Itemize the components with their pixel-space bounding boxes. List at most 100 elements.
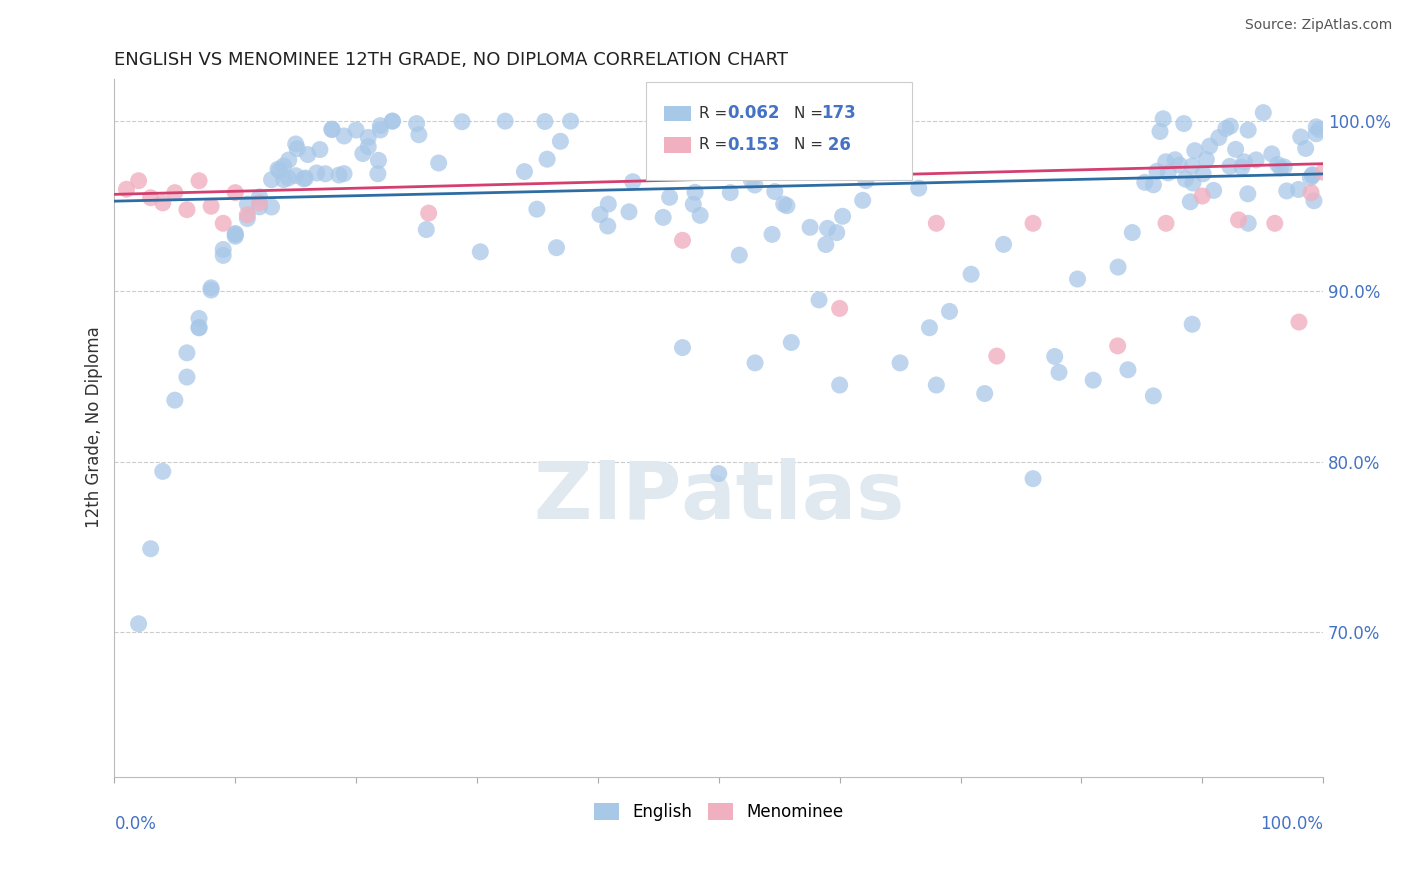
Point (1261, 147, 1284, 161)
Point (277, 153, 299, 167)
Point (1022, 472, 1045, 486)
Point (589, 208, 612, 222)
Point (1227, 213, 1250, 227)
Point (907, 181, 929, 195)
Point (973, 386, 995, 401)
Text: Source: ZipAtlas.com: Source: ZipAtlas.com (1244, 18, 1392, 32)
Point (1146, 164, 1168, 178)
Point (494, 114, 516, 128)
Point (598, 197, 620, 211)
Point (297, 147, 319, 161)
Point (831, 209, 853, 223)
Point (596, 219, 619, 233)
Point (671, 341, 693, 355)
Text: 26: 26 (821, 136, 851, 154)
Point (1288, 315, 1310, 329)
Point (1312, 165, 1334, 179)
Point (309, 143, 332, 157)
Text: R =: R = (699, 106, 733, 121)
Point (1142, 389, 1164, 403)
Point (986, 349, 1008, 363)
Y-axis label: 12th Grade, No Diploma: 12th Grade, No Diploma (86, 326, 103, 528)
Point (1236, 186, 1258, 201)
Point (686, 114, 709, 128)
Point (534, 114, 557, 128)
Point (1164, 153, 1187, 167)
Point (344, 123, 367, 137)
Point (188, 321, 211, 335)
Point (352, 146, 374, 161)
Point (139, 541, 162, 556)
Point (772, 197, 794, 211)
Text: ZIP⁠atlas: ZIP⁠atlas (534, 458, 904, 536)
Text: 0.153: 0.153 (727, 136, 780, 154)
Point (470, 244, 492, 259)
Point (1047, 365, 1070, 379)
Point (139, 191, 162, 205)
Bar (665, 137, 690, 153)
Point (560, 114, 582, 128)
Point (728, 248, 751, 262)
Point (367, 167, 389, 181)
Point (427, 156, 450, 170)
Point (1289, 130, 1312, 145)
Point (176, 370, 198, 384)
Point (733, 114, 755, 128)
Point (1174, 172, 1197, 186)
Point (828, 378, 851, 392)
Point (546, 241, 568, 255)
Point (1303, 194, 1326, 208)
Point (128, 616, 150, 631)
Point (1233, 154, 1256, 169)
Point (408, 128, 430, 142)
Point (682, 197, 704, 211)
Point (550, 134, 572, 148)
Point (938, 304, 960, 318)
Point (681, 144, 703, 158)
Point (277, 171, 299, 186)
FancyBboxPatch shape (647, 82, 912, 180)
Text: R =: R = (699, 137, 733, 153)
Point (1305, 127, 1327, 141)
Point (357, 139, 380, 153)
Point (1301, 168, 1323, 182)
Point (1275, 184, 1298, 198)
Point (1219, 119, 1241, 133)
Point (1180, 194, 1202, 209)
Point (855, 174, 877, 188)
Point (236, 197, 259, 211)
Point (200, 199, 222, 213)
Point (536, 152, 558, 166)
Point (1116, 363, 1139, 377)
Point (1305, 120, 1327, 134)
Point (321, 122, 343, 136)
Point (1230, 160, 1253, 174)
Point (249, 195, 271, 210)
Point (188, 174, 211, 188)
Point (1133, 175, 1156, 189)
Point (671, 233, 693, 247)
Point (808, 293, 831, 307)
Point (1215, 121, 1237, 136)
Point (294, 171, 316, 186)
Point (269, 163, 291, 178)
Point (260, 172, 283, 186)
Point (752, 149, 775, 163)
Text: 0.062: 0.062 (727, 104, 780, 122)
Text: ENGLISH VS MENOMINEE 12TH GRADE, NO DIPLOMA CORRELATION CHART: ENGLISH VS MENOMINEE 12TH GRADE, NO DIPL… (114, 51, 789, 69)
Point (1107, 260, 1129, 274)
Point (1202, 183, 1225, 197)
Point (526, 202, 548, 216)
Point (925, 378, 948, 392)
Point (284, 169, 307, 183)
Point (828, 301, 851, 316)
Point (260, 200, 283, 214)
Point (889, 356, 911, 370)
Point (292, 172, 315, 186)
Point (188, 320, 211, 334)
Point (451, 114, 474, 128)
Point (418, 206, 440, 220)
Point (1302, 169, 1324, 183)
Point (692, 150, 714, 164)
Point (776, 199, 799, 213)
